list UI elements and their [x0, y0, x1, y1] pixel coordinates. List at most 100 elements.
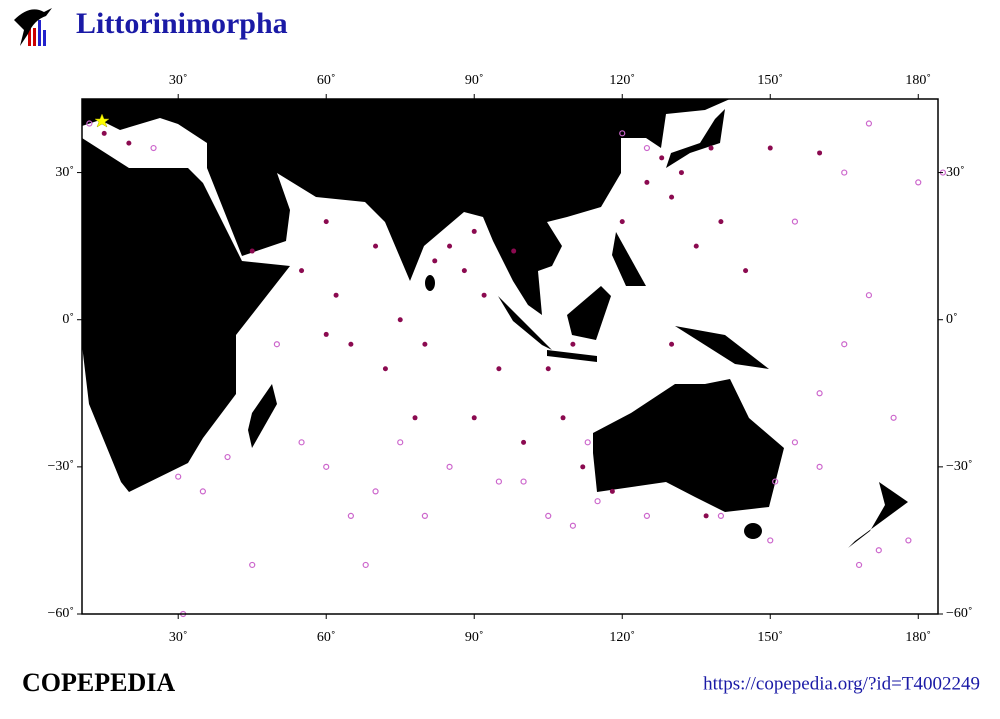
map-frame	[81, 98, 939, 615]
open-occurrence	[446, 463, 453, 470]
open-occurrence	[495, 478, 502, 485]
open-occurrence	[816, 390, 823, 397]
filled-occurrence	[101, 130, 107, 136]
filled-occurrence	[447, 243, 453, 249]
filled-occurrence	[299, 268, 305, 274]
open-occurrence	[841, 169, 848, 176]
y-tick-label: −30˚	[47, 459, 74, 474]
open-occurrence	[643, 144, 651, 152]
open-occurrence	[86, 120, 93, 127]
open-occurrence	[372, 488, 379, 495]
filled-occurrence	[471, 228, 477, 234]
filled-occurrence	[545, 366, 551, 372]
filled-occurrence	[560, 415, 566, 421]
open-occurrence	[199, 488, 206, 495]
open-occurrence	[584, 439, 591, 446]
open-occurrence	[545, 512, 552, 520]
open-occurrence	[791, 218, 799, 225]
y-tick-label: 0˚	[946, 312, 958, 327]
x-tick-label: 150˚	[757, 630, 783, 645]
filled-occurrence	[412, 415, 418, 421]
filled-occurrence	[669, 194, 675, 200]
open-occurrence	[791, 439, 799, 446]
filled-occurrence	[481, 292, 487, 298]
filled-occurrence	[743, 268, 749, 274]
y-tick-label: −60˚	[47, 606, 74, 621]
open-occurrence	[816, 463, 823, 470]
filled-occurrence	[609, 488, 615, 494]
open-occurrence	[772, 478, 779, 485]
open-occurrence	[890, 414, 897, 421]
open-occurrence	[855, 561, 863, 569]
open-occurrence	[224, 453, 231, 461]
brand: COPEPEDIA	[22, 668, 175, 697]
filled-occurrence	[669, 341, 675, 347]
filled-occurrence	[693, 243, 699, 249]
y-tick-label: 30˚	[55, 165, 74, 180]
open-occurrence	[569, 522, 577, 529]
filled-occurrence	[767, 145, 773, 151]
open-occurrence	[520, 478, 527, 485]
filled-occurrence	[432, 258, 438, 264]
filled-occurrence	[644, 179, 650, 185]
open-occurrence	[397, 439, 404, 446]
filled-occurrence	[708, 145, 714, 151]
filled-occurrence	[619, 219, 625, 225]
y-tick-label: −60˚	[946, 606, 973, 621]
x-tick-label: 90˚	[465, 630, 484, 645]
open-occurrence	[905, 537, 912, 544]
y-tick-label: 0˚	[62, 312, 74, 327]
x-tick-label: 150˚	[757, 73, 783, 88]
filled-occurrence	[348, 341, 354, 347]
logo	[14, 8, 52, 46]
open-occurrence	[865, 120, 873, 127]
x-tick-label: 120˚	[609, 630, 635, 645]
filled-occurrence	[323, 219, 329, 225]
open-occurrence	[323, 463, 330, 470]
x-tick-label: 30˚	[169, 73, 188, 88]
open-occurrence	[841, 341, 848, 348]
filled-occurrence	[718, 219, 724, 225]
open-occurrence	[347, 512, 354, 520]
open-occurrence	[915, 179, 922, 186]
filled-occurrence	[126, 140, 132, 146]
open-occurrence	[298, 439, 305, 446]
source-url[interactable]: https://copepedia.org/?id=T4002249	[703, 673, 980, 694]
open-occurrence	[643, 512, 651, 520]
x-tick-label: 180˚	[905, 73, 931, 88]
filled-occurrence	[461, 268, 467, 274]
x-tick-label: 120˚	[609, 73, 635, 88]
filled-occurrence	[496, 366, 502, 372]
y-tick-label: 30˚	[946, 165, 965, 180]
x-tick-label: 60˚	[317, 73, 336, 88]
open-occurrence	[594, 498, 601, 505]
filled-occurrence	[817, 150, 823, 156]
filled-occurrence	[678, 170, 684, 176]
filled-occurrence	[323, 331, 329, 337]
x-tick-label: 180˚	[905, 630, 931, 645]
filled-occurrence	[333, 292, 339, 298]
filled-occurrence	[703, 513, 709, 519]
open-occurrence	[619, 130, 626, 137]
open-occurrence	[362, 561, 369, 569]
open-occurrence	[421, 512, 428, 520]
open-occurrence	[273, 341, 280, 348]
x-tick-label: 30˚	[169, 630, 188, 645]
y-tick-label: −30˚	[946, 459, 973, 474]
open-occurrence	[150, 144, 157, 152]
x-tick-label: 60˚	[317, 630, 336, 645]
filled-occurrence	[382, 366, 388, 372]
open-occurrence	[875, 547, 882, 554]
location-star	[94, 113, 110, 128]
filled-occurrence	[471, 415, 477, 421]
filled-occurrence	[511, 248, 517, 254]
filled-occurrence	[659, 155, 665, 161]
open-occurrence	[767, 537, 774, 544]
title: Littorinimorpha	[76, 7, 288, 40]
filled-occurrence	[249, 248, 255, 254]
filled-occurrence	[397, 317, 403, 323]
land	[82, 99, 908, 548]
filled-occurrence	[580, 464, 586, 470]
